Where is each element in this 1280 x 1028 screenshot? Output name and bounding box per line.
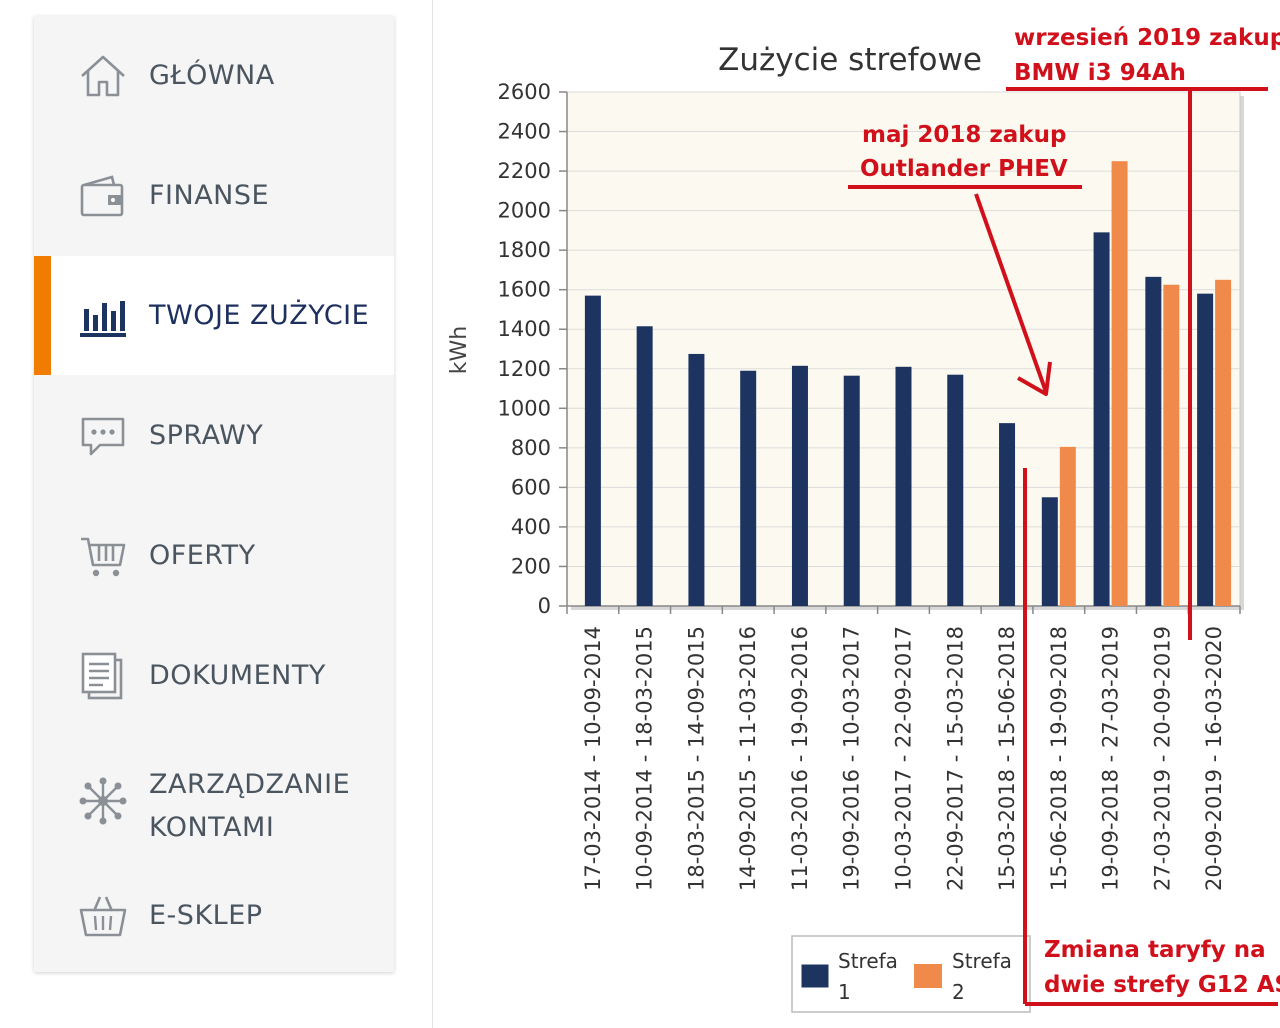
chat-bubble-icon — [78, 411, 128, 461]
x-tick-label: 20-09-2019 - 16-03-2020 — [1202, 626, 1226, 891]
annotation-outlander-arrowhead — [1017, 361, 1052, 396]
annotation-bmw-line1: wrzesień 2019 zakup — [1014, 25, 1280, 51]
sidebar-item-label: E-SKLEP — [149, 900, 263, 931]
y-tick-label: 2200 — [498, 159, 551, 183]
y-tick-label: 1200 — [498, 357, 551, 381]
legend-label-part: Strefa — [952, 949, 1012, 973]
sidebar-item-oferty[interactable]: OFERTY — [34, 496, 394, 615]
sidebar-item-glowna[interactable]: GŁÓWNA — [34, 16, 394, 135]
bar-strefa-1 — [999, 423, 1016, 606]
sidebar-item-twoje-zuzycie[interactable]: TWOJE ZUŻYCIE — [34, 256, 394, 375]
bar-strefa-2 — [1215, 279, 1232, 606]
sidebar-item-e-sklep[interactable]: E-SKLEP — [34, 856, 394, 975]
chart-title: Zużycie strefowe — [718, 42, 982, 78]
bar-strefa-1 — [688, 353, 705, 606]
basket-icon — [78, 891, 128, 941]
bar-strefa-1 — [740, 370, 757, 606]
bar-strefa-1 — [1041, 497, 1058, 606]
sidebar-item-finanse[interactable]: FINANSE — [34, 136, 394, 255]
legend-box — [791, 935, 1031, 1013]
y-tick-label: 0 — [538, 594, 551, 618]
legend-label-part: Strefa — [838, 949, 898, 973]
sidebar-item-dokumenty[interactable]: DOKUMENTY — [34, 616, 394, 735]
bar-strefa-2 — [1111, 161, 1128, 606]
annotation-outlander-line2: Outlander PHEV — [860, 156, 1068, 182]
bar-strefa-2 — [1059, 446, 1076, 606]
y-axis-label: kWh — [447, 326, 472, 374]
annotation-tariff-line2: dwie strefy G12 AS — [1044, 972, 1280, 998]
legend: Strefa 1 Strefa 2 — [791, 935, 1031, 1013]
x-tick-label: 15-06-2018 - 19-09-2018 — [1047, 626, 1071, 891]
bar-strefa-1 — [947, 374, 964, 606]
bar-strefa-1 — [1197, 293, 1214, 606]
y-tick-label: 600 — [511, 475, 551, 499]
bar-strefa-1 — [843, 375, 860, 606]
bar-strefa-1 — [791, 365, 808, 606]
x-tick-label: 18-03-2015 - 14-09-2015 — [684, 626, 708, 891]
y-tick-label: 1000 — [498, 396, 551, 420]
bar-strefa-1 — [636, 326, 653, 606]
y-tick-label: 200 — [511, 554, 551, 578]
y-tick-label: 2000 — [498, 199, 551, 223]
sidebar-item-label: TWOJE ZUŻYCIE — [149, 300, 370, 331]
legend-swatch-strefa-2 — [914, 964, 942, 988]
sidebar-item-label: OFERTY — [149, 540, 256, 571]
x-tick-label: 15-03-2018 - 15-06-2018 — [995, 626, 1019, 891]
y-tick-label: 1600 — [498, 278, 551, 302]
active-indicator — [34, 256, 51, 375]
annotation-outlander-arrow — [974, 193, 1048, 393]
sidebar-item-label: SPRAWY — [149, 420, 264, 451]
bar-strefa-2 — [1163, 284, 1180, 606]
y-tick-label: 400 — [511, 515, 551, 539]
sidebar-item-label: GŁÓWNA — [149, 60, 275, 91]
annotation-bmw-line2: BMW i3 94Ah — [1014, 60, 1186, 86]
legend-swatch-strefa-1 — [800, 963, 830, 989]
legend-label-part: 1 — [838, 980, 851, 1004]
wallet-icon — [78, 171, 128, 221]
x-tick-label: 14-09-2015 - 11-03-2016 — [736, 626, 760, 891]
x-tick-label: 19-09-2018 - 27-03-2019 — [1099, 626, 1123, 891]
bar-chart-icon — [78, 291, 128, 341]
sidebar-item-label: ZARZĄDZANIE KONTAMI — [149, 769, 351, 843]
x-tick-label: 19-09-2016 - 10-03-2017 — [840, 626, 864, 891]
legend-item-strefa-2[interactable]: Strefa 2 — [914, 949, 1012, 1004]
plot-area: 0 200 400 600 800 1000 1200 1400 1600 1800 2000 220… — [498, 80, 1244, 891]
y-tick-label: 2400 — [498, 120, 551, 144]
legend-label-strefa-1: Strefa 1 — [838, 949, 898, 1004]
bar-strefa-1 — [1093, 232, 1110, 606]
sidebar-item-label: DOKUMENTY — [149, 660, 326, 691]
legend-label-part: 2 — [952, 980, 965, 1004]
annotation-outlander-line1: maj 2018 zakup — [862, 122, 1066, 148]
x-tick-label: 10-09-2014 - 18-03-2015 — [633, 626, 657, 891]
legend-item-strefa-1[interactable]: Strefa 1 — [800, 949, 898, 1004]
y-tick-label: 1400 — [498, 317, 551, 341]
panel-divider — [432, 0, 433, 1028]
network-icon — [78, 776, 128, 826]
shopping-cart-icon — [78, 531, 128, 581]
sidebar-item-label: FINANSE — [149, 180, 270, 211]
bar-strefa-1 — [1145, 276, 1162, 606]
y-tick-label: 2600 — [498, 80, 551, 104]
sidebar-nav: GŁÓWNA FINANSE TWOJE ZUŻYCIE SPRAWY OFER… — [34, 16, 394, 972]
x-tick-label: 27-03-2019 - 20-09-2019 — [1150, 626, 1174, 891]
annotations: wrzesień 2019 zakup BMW i3 94Ah maj 2018… — [848, 25, 1280, 1006]
x-tick-label: 11-03-2016 - 19-09-2016 — [788, 626, 812, 891]
annotation-tariff-line1: Zmiana taryfy na — [1044, 937, 1266, 963]
bar-strefa-1 — [895, 366, 912, 606]
y-tick-label: 800 — [511, 436, 551, 460]
documents-icon — [78, 651, 128, 701]
bar-strefa-1 — [584, 295, 601, 606]
sidebar-item-zarzadzanie-kontami[interactable]: ZARZĄDZANIE KONTAMI — [34, 736, 394, 876]
home-icon — [78, 51, 128, 101]
y-tick-label: 1800 — [498, 238, 551, 262]
x-tick-label: 17-03-2014 - 10-09-2014 — [581, 626, 605, 891]
legend-label-strefa-2: Strefa 2 — [952, 949, 1012, 1004]
x-tick-label: 22-09-2017 - 15-03-2018 — [943, 626, 967, 891]
sidebar-item-sprawy[interactable]: SPRAWY — [34, 376, 394, 495]
x-tick-label: 10-03-2017 - 22-09-2017 — [892, 626, 916, 891]
